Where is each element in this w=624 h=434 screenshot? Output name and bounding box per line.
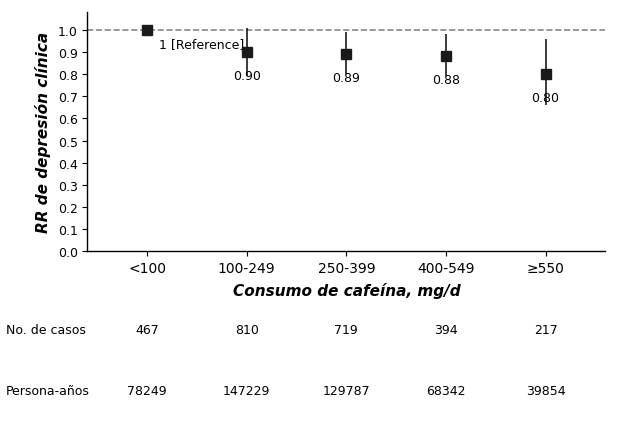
Text: 147229: 147229	[223, 384, 270, 397]
Text: 0.80: 0.80	[532, 92, 560, 105]
Text: No. de casos: No. de casos	[6, 323, 86, 336]
Text: 78249: 78249	[127, 384, 167, 397]
Text: 129787: 129787	[323, 384, 370, 397]
Text: 810: 810	[235, 323, 259, 336]
Text: 1 [Reference]: 1 [Reference]	[159, 38, 245, 51]
Text: 0.89: 0.89	[333, 72, 360, 85]
Text: 217: 217	[534, 323, 557, 336]
Text: 68342: 68342	[426, 384, 466, 397]
Text: 719: 719	[334, 323, 358, 336]
Y-axis label: RR de depresión clínica: RR de depresión clínica	[35, 32, 51, 233]
Text: 394: 394	[434, 323, 458, 336]
Text: 0.88: 0.88	[432, 74, 460, 87]
Text: Persona-años: Persona-años	[6, 384, 90, 397]
X-axis label: Consumo de cafeína, mg/d: Consumo de cafeína, mg/d	[233, 282, 460, 298]
Text: 0.90: 0.90	[233, 69, 261, 82]
Text: 39854: 39854	[525, 384, 565, 397]
Text: 467: 467	[135, 323, 159, 336]
